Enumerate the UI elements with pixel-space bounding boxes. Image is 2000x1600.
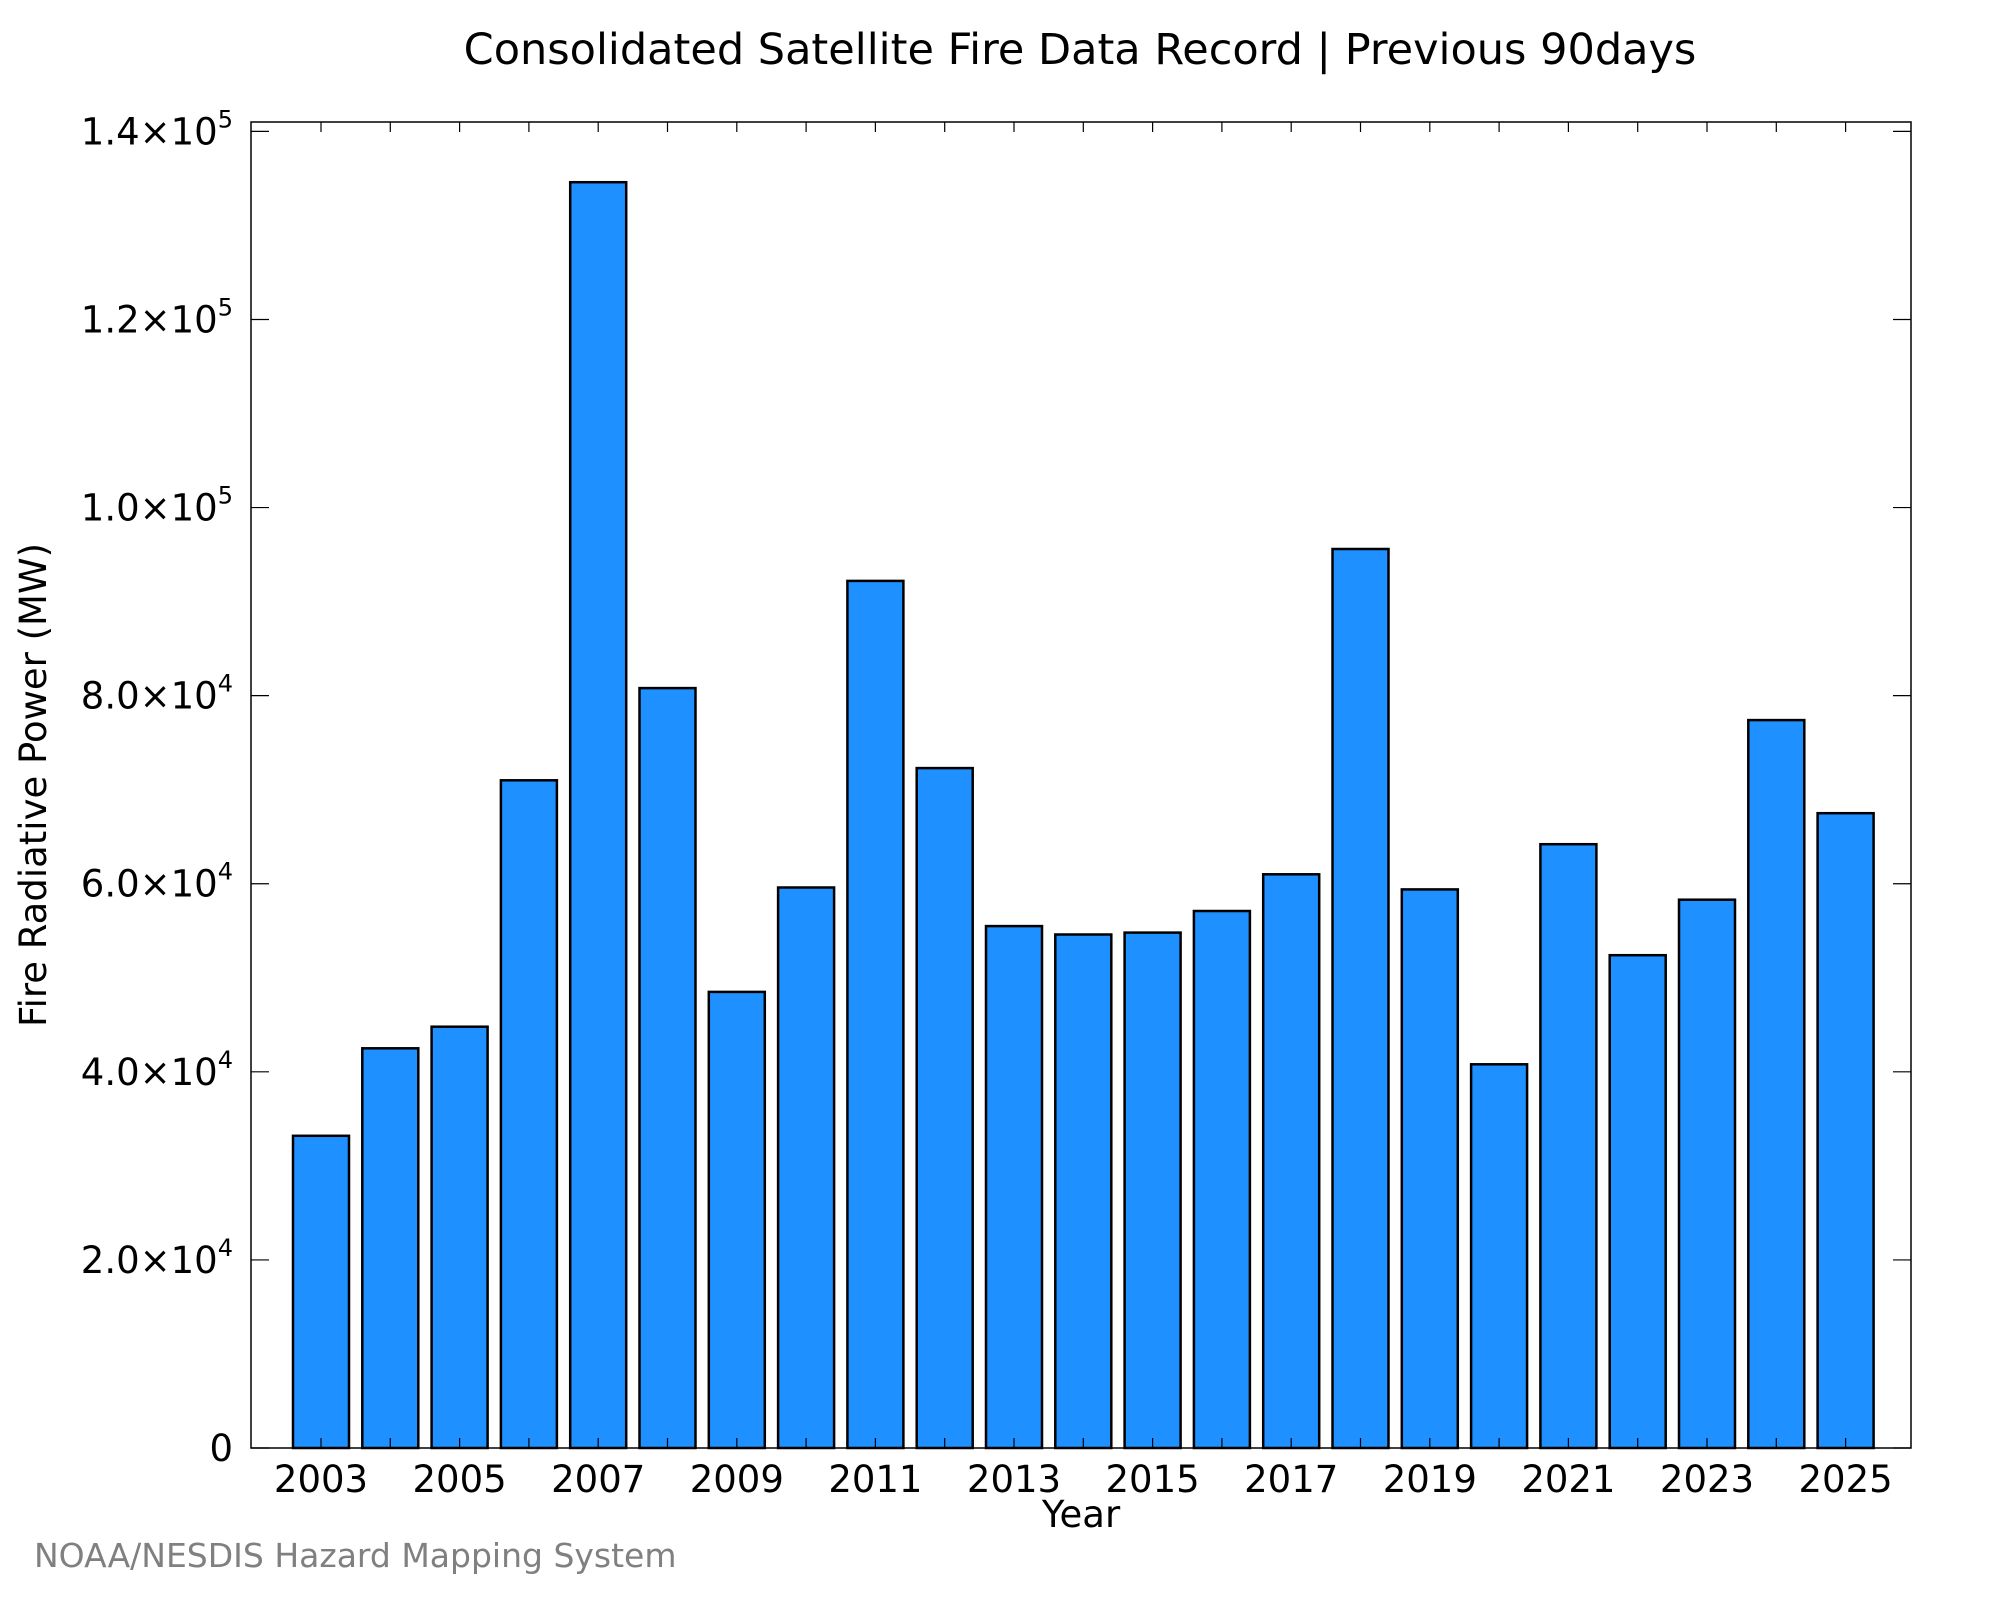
bar-2007 <box>568 180 628 1450</box>
bar-2024 <box>1747 718 1806 1450</box>
x-tick-label-2021: 2021 <box>1521 1458 1615 1501</box>
bar-2012 <box>915 766 974 1450</box>
bar-2005 <box>430 1025 489 1450</box>
bar-2011 <box>846 579 905 1450</box>
y-axis-label: Fire Radiative Power (MW) <box>12 543 55 1027</box>
y-tick-label-140000: 1.4×105 <box>81 105 233 153</box>
y-tick-label-40000: 4.0×104 <box>81 1046 233 1094</box>
bar-2013 <box>984 924 1044 1450</box>
x-axis-label: Year <box>1041 1493 1121 1536</box>
bar-2008 <box>638 686 697 1450</box>
y-tick-label-120000: 1.2×105 <box>81 293 233 341</box>
bar-2023 <box>1677 898 1737 1450</box>
plot-frame <box>250 121 1912 1449</box>
x-tick-label-2011: 2011 <box>828 1458 922 1501</box>
y-tick-label-0: 0 <box>209 1427 233 1470</box>
chart-title: Consolidated Satellite Fire Data Record … <box>464 25 1697 75</box>
x-tick-label-2019: 2019 <box>1383 1458 1477 1501</box>
y-tick-label-60000: 6.0×104 <box>81 858 233 906</box>
x-tick-label-2005: 2005 <box>413 1458 507 1501</box>
x-tick-label-2003: 2003 <box>274 1458 368 1501</box>
bar-2021 <box>1539 842 1598 1450</box>
source-credit: NOAA/NESDIS Hazard Mapping System <box>34 1536 677 1575</box>
x-tick-label-2023: 2023 <box>1660 1458 1754 1501</box>
bar-2018 <box>1331 547 1390 1450</box>
x-tick-label-2025: 2025 <box>1799 1458 1893 1501</box>
x-tick-label-2007: 2007 <box>551 1458 645 1501</box>
bar-2015 <box>1123 931 1182 1450</box>
bar-2016 <box>1192 909 1252 1450</box>
y-tick-label-100000: 1.0×105 <box>81 482 233 530</box>
plot-area: 2003 2005 2007 2009 2011 2013 2015 2017 2019 2021… <box>81 105 1911 1501</box>
bar-2003 <box>291 1134 351 1450</box>
y-tick-label-80000: 8.0×104 <box>81 670 233 718</box>
bar-2017 <box>1261 873 1321 1450</box>
y-tick-label-20000: 2.0×104 <box>81 1234 233 1282</box>
bar-2022 <box>1608 953 1667 1450</box>
bar-2025 <box>1816 811 1875 1450</box>
bar-2006 <box>499 779 559 1450</box>
bar-2010 <box>776 886 836 1450</box>
x-tick-label-2013: 2013 <box>967 1458 1061 1501</box>
x-tick-label-2017: 2017 <box>1244 1458 1338 1501</box>
bar-2009 <box>707 990 767 1450</box>
bar-2019 <box>1400 888 1460 1450</box>
bar-2004 <box>361 1047 420 1450</box>
x-tick-label-2015: 2015 <box>1106 1458 1200 1501</box>
bar-2014 <box>1054 933 1113 1450</box>
bar-2020 <box>1469 1063 1529 1450</box>
x-tick-label-2009: 2009 <box>690 1458 784 1501</box>
